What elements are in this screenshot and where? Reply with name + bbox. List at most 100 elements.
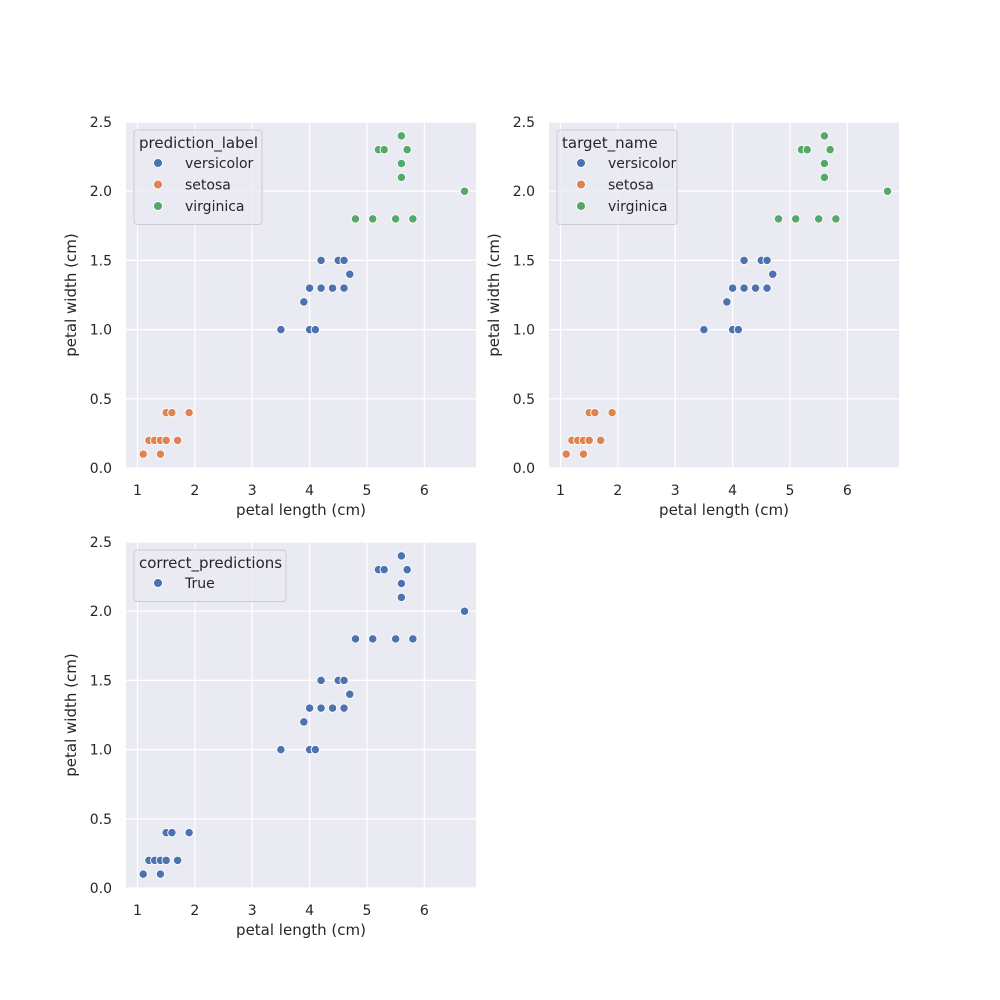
data-point bbox=[276, 324, 286, 335]
legend: prediction_label versicolor setosa virginic… bbox=[133, 129, 263, 225]
chart-panel-top-right: 1 2 3 4 5 6 0.0 0.5 1.0 1.5 2.0 2.5 petal length (cm… bbox=[485, 115, 899, 519]
data-point bbox=[819, 172, 830, 183]
chart-panel-top-left: 1 2 3 4 5 6 0.0 0.5 1.0 1.5 2.0 2.5 petal length (cm… bbox=[62, 115, 476, 519]
data-point bbox=[402, 565, 412, 575]
data-point bbox=[155, 869, 166, 879]
data-point bbox=[578, 449, 589, 459]
data-point bbox=[379, 145, 389, 155]
data-point bbox=[396, 551, 407, 561]
legend-entry-label: versicolor bbox=[185, 156, 254, 172]
data-point bbox=[722, 297, 732, 307]
x-axis-label: petal length (cm) bbox=[236, 921, 366, 939]
data-point bbox=[316, 255, 326, 266]
data-point bbox=[368, 634, 378, 644]
y-tick-label: 1.5 bbox=[90, 253, 112, 269]
x-tick-label: 6 bbox=[420, 483, 429, 499]
x-tick-label: 4 bbox=[305, 903, 314, 919]
data-point bbox=[739, 283, 749, 293]
legend-marker bbox=[153, 158, 163, 168]
x-tick-label: 5 bbox=[786, 483, 795, 499]
data-point bbox=[459, 606, 470, 616]
data-point bbox=[408, 634, 418, 644]
x-tick-label: 1 bbox=[133, 483, 142, 499]
legend-marker bbox=[576, 158, 586, 168]
legend-entry-label: virginica bbox=[608, 199, 668, 215]
y-tick-label: 1.5 bbox=[90, 673, 112, 689]
legend-title: prediction_label bbox=[139, 134, 258, 153]
data-point bbox=[396, 578, 407, 589]
x-tick-label: 6 bbox=[843, 483, 852, 499]
data-point bbox=[391, 634, 401, 644]
data-point bbox=[339, 255, 349, 266]
y-tick-label: 0.5 bbox=[513, 392, 535, 408]
legend-marker bbox=[153, 578, 163, 588]
data-point bbox=[750, 283, 761, 293]
data-point bbox=[184, 407, 194, 418]
x-tick-label: 1 bbox=[133, 903, 142, 919]
y-tick-label: 1.5 bbox=[513, 253, 535, 269]
x-tick-label: 4 bbox=[728, 483, 737, 499]
y-tick-label: 2.5 bbox=[90, 115, 112, 131]
x-tick-label: 4 bbox=[305, 483, 314, 499]
y-tick-label: 0.0 bbox=[90, 881, 112, 897]
y-tick-label: 2.5 bbox=[513, 115, 535, 131]
data-point bbox=[316, 703, 326, 713]
data-point bbox=[350, 634, 361, 644]
data-point bbox=[304, 703, 315, 713]
x-tick-label: 6 bbox=[420, 903, 429, 919]
data-point bbox=[773, 214, 784, 224]
data-point bbox=[327, 703, 338, 713]
x-tick-label: 5 bbox=[363, 903, 372, 919]
data-point bbox=[391, 214, 401, 224]
data-point bbox=[727, 283, 738, 293]
legend-marker bbox=[153, 179, 163, 190]
legend-entry-label: versicolor bbox=[608, 156, 677, 172]
data-point bbox=[819, 158, 830, 169]
data-point bbox=[459, 186, 470, 196]
data-point bbox=[819, 131, 830, 141]
x-tick-label: 1 bbox=[556, 483, 565, 499]
data-point bbox=[396, 131, 407, 141]
data-point bbox=[396, 172, 407, 183]
data-point bbox=[304, 283, 315, 293]
legend-marker bbox=[153, 201, 163, 211]
x-tick-label: 2 bbox=[613, 483, 622, 499]
data-point bbox=[339, 675, 349, 686]
data-point bbox=[590, 407, 600, 418]
data-point bbox=[699, 324, 709, 335]
data-point bbox=[327, 283, 338, 293]
x-tick-label: 2 bbox=[190, 483, 199, 499]
data-point bbox=[882, 186, 893, 196]
data-point bbox=[155, 449, 166, 459]
x-tick-label: 3 bbox=[248, 483, 257, 499]
data-point bbox=[402, 145, 412, 155]
data-point bbox=[310, 324, 320, 335]
x-tick-label: 3 bbox=[671, 483, 680, 499]
data-point bbox=[138, 869, 148, 879]
data-point bbox=[825, 145, 835, 155]
x-axis-label: petal length (cm) bbox=[659, 501, 789, 519]
y-tick-label: 1.0 bbox=[513, 323, 535, 339]
legend-box bbox=[133, 129, 263, 225]
data-point bbox=[733, 324, 743, 335]
x-axis-label: petal length (cm) bbox=[236, 501, 366, 519]
data-point bbox=[368, 214, 378, 224]
x-tick-label: 2 bbox=[190, 903, 199, 919]
data-point bbox=[739, 255, 749, 266]
data-point bbox=[299, 717, 309, 727]
data-point bbox=[172, 855, 183, 865]
data-point bbox=[276, 744, 286, 755]
y-axis-label: petal width (cm) bbox=[485, 233, 503, 356]
legend-box bbox=[556, 129, 678, 225]
y-axis-label: petal width (cm) bbox=[62, 233, 80, 356]
data-point bbox=[561, 449, 571, 459]
data-point bbox=[172, 435, 183, 445]
legend-entry-label: virginica bbox=[185, 199, 245, 215]
data-point bbox=[814, 214, 824, 224]
data-point bbox=[791, 214, 801, 224]
data-point bbox=[831, 214, 841, 224]
data-point bbox=[607, 407, 617, 418]
legend: target_name versicolor setosa virginica bbox=[556, 129, 678, 225]
data-point bbox=[350, 214, 361, 224]
